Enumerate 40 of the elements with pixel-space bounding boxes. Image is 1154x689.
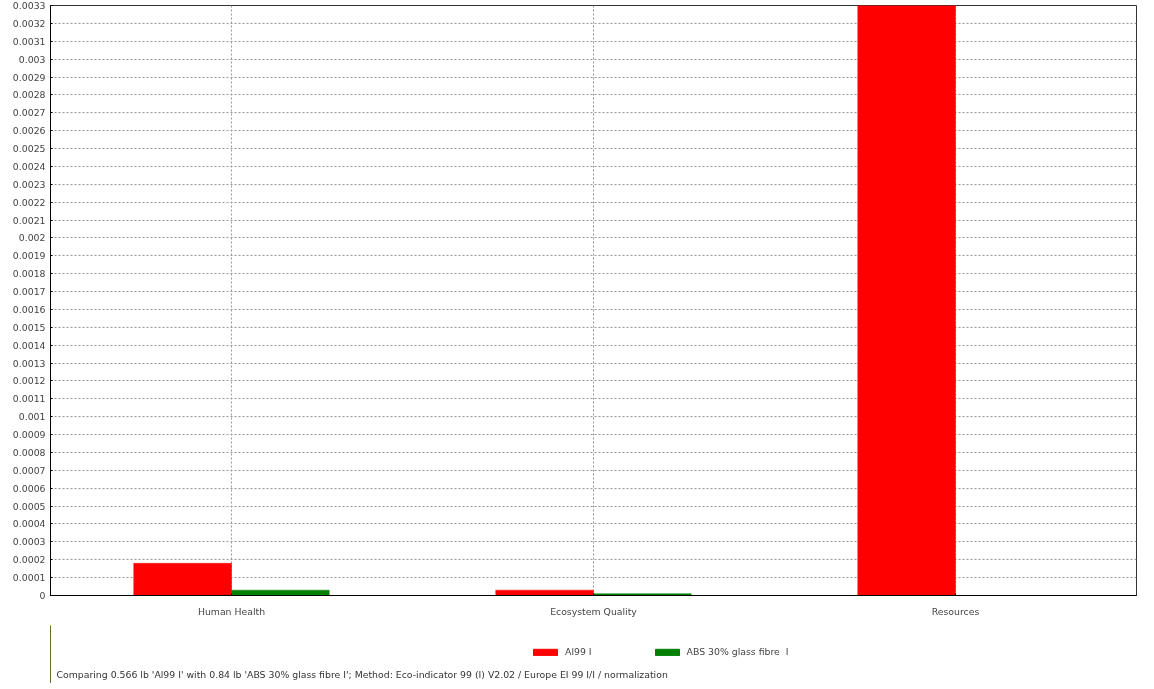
y-tick-label: 0.0005	[12, 500, 46, 512]
y-tick-label: 0.0023	[12, 178, 46, 190]
y-tick-label: 0.0024	[12, 160, 46, 172]
y-tick-label: 0.0031	[12, 35, 46, 47]
y-tick-label: 0.0019	[12, 250, 46, 262]
text: Comparing 0.566 lb 'Al99 I' with 0.84 lb 'ABS 30% glass fibre I'; Method: Eco-indicator 99 (I) V2.02 / Europe EI 99 I/I / normalization	[56, 668, 668, 680]
y-tick-label: 0.001	[18, 411, 46, 423]
y-tick-label: 0.0022	[12, 196, 46, 208]
y-tick-label: 0.0033	[12, 0, 46, 11]
y-tick-label: 0.0025	[12, 143, 46, 155]
y-tick-label: 0.0028	[12, 89, 46, 101]
y-tick-label: 0.0032	[12, 17, 46, 29]
y-tick-label: 0.0004	[12, 518, 46, 530]
y-tick-label: 0.0027	[12, 107, 46, 119]
y-tick-label: 0.0011	[12, 393, 46, 405]
y-tick-label: 0.0017	[12, 286, 46, 298]
y-tick-label: 0.0014	[12, 339, 46, 351]
y-tick-label: 0.0002	[12, 554, 46, 566]
y-tick-label: 0.0026	[12, 125, 46, 137]
y-tick-label: 0.0009	[12, 429, 46, 441]
y-tick-label: 0.0006	[12, 482, 46, 494]
y-tick-label: 0.0029	[12, 71, 46, 83]
x-tick-label: Ecosystem Quality	[550, 605, 638, 617]
y-tick-label: 0.0008	[12, 446, 46, 458]
y-tick-label: 0	[39, 590, 46, 601]
y-tick-label: 0.0001	[12, 572, 46, 584]
x-tick-label: Human Health	[197, 605, 266, 617]
y-tick-label: 0.0003	[12, 536, 46, 548]
y-tick-label: 0.0012	[12, 375, 46, 387]
y-tick-label: 0.002	[18, 232, 46, 244]
y-tick-label: 0.0007	[12, 464, 46, 476]
y-tick-label: 0.0016	[12, 303, 46, 315]
x-tick-label: Resources	[931, 605, 980, 617]
y-tick-label: 0.0015	[12, 321, 46, 333]
y-tick-label: 0.0013	[12, 357, 46, 369]
y-tick-label: 0.003	[18, 53, 46, 65]
y-tick-label: 0.0021	[12, 214, 46, 226]
legend-label: Al99 I	[565, 646, 592, 657]
y-tick-label: 0.0018	[12, 268, 46, 280]
legend-label: ABS 30% glass fibre I	[686, 646, 789, 657]
